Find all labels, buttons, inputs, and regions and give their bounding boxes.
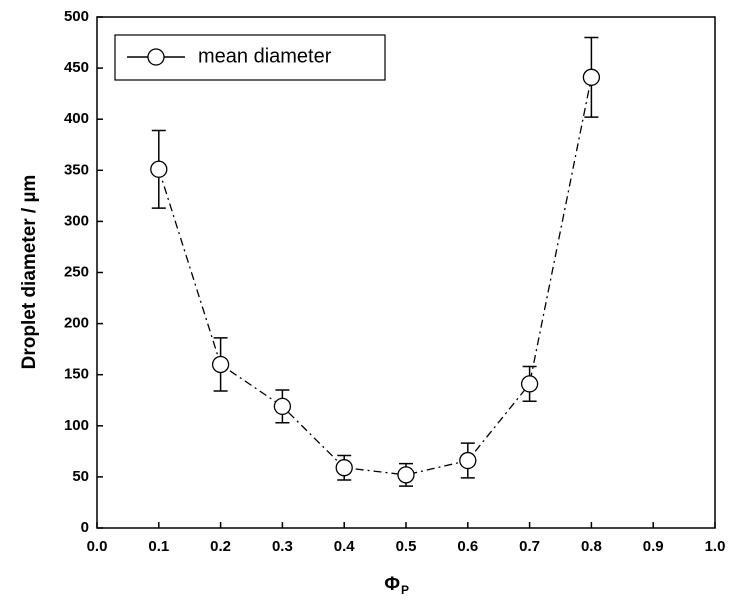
y-axis-label: Droplet diameter / µm	[19, 175, 40, 370]
x-axis-label-sub: P	[401, 583, 409, 597]
x-tick-label: 0.0	[87, 538, 108, 555]
data-point	[520, 375, 539, 393]
y-tick-label: 300	[64, 212, 89, 229]
x-tick-label: 0.4	[334, 538, 356, 555]
data-point	[150, 160, 168, 178]
x-tick-label: 0.8	[581, 538, 602, 555]
data-point	[397, 466, 415, 484]
legend-label: mean diameter	[198, 45, 332, 67]
x-tick-label: 0.1	[148, 538, 169, 555]
y-tick-label: 400	[64, 110, 89, 127]
x-tick-label: 0.2	[210, 538, 231, 555]
data-point	[273, 397, 292, 416]
x-tick-label: 0.5	[396, 538, 417, 555]
x-tick-label: 0.9	[643, 538, 664, 555]
y-tick-label: 150	[64, 366, 89, 383]
y-tick-label: 100	[64, 417, 89, 434]
data-line	[158, 77, 593, 476]
data-point	[582, 68, 601, 86]
data-point	[335, 459, 353, 477]
data-point	[459, 451, 477, 470]
y-tick-label: 500	[64, 8, 89, 25]
y-tick-label: 250	[64, 263, 89, 280]
y-tick-label: 450	[64, 59, 89, 76]
data-point	[211, 355, 230, 374]
y-tick-label: 200	[64, 315, 89, 332]
x-tick-label: 0.6	[457, 538, 478, 555]
y-tick-label: 50	[72, 468, 89, 485]
x-tick-label: 0.7	[519, 538, 540, 555]
x-tick-label: 0.3	[272, 538, 293, 555]
y-tick-label: 350	[64, 161, 89, 178]
y-tick-label: 0	[81, 519, 89, 536]
legend-marker	[147, 48, 165, 66]
x-axis-label: Φ	[384, 574, 400, 595]
x-tick-label: 1.0	[705, 538, 726, 555]
plot-frame	[96, 16, 716, 529]
